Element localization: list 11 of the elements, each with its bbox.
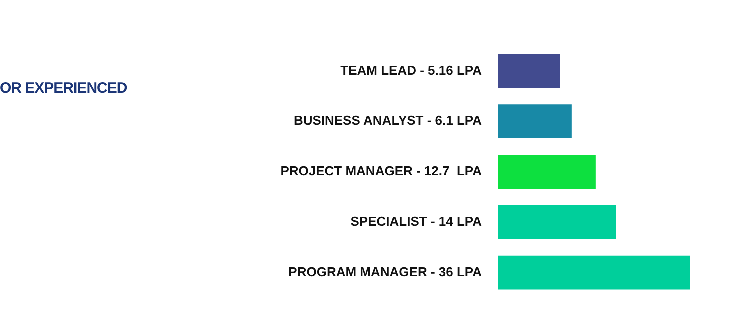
y-tick-label: PROJECT MANAGER - 12.7 LPA — [280, 164, 483, 179]
y-tick-label: TEAM LEAD - 5.16 LPA — [340, 62, 483, 78]
bar — [498, 54, 560, 88]
text: OR EXPERIENCED — [0, 80, 128, 97]
y-tick-label: SPECIALIST - 14 LPA — [350, 214, 483, 229]
bar — [498, 256, 690, 290]
y-tick-label: PROGRAM MANAGER - 36 LPA — [288, 264, 483, 280]
bar — [498, 104, 572, 139]
bar — [498, 155, 596, 189]
bar — [498, 205, 616, 240]
y-tick-label: BUSINESS ANALYST - 6.1 LPA — [294, 113, 483, 128]
